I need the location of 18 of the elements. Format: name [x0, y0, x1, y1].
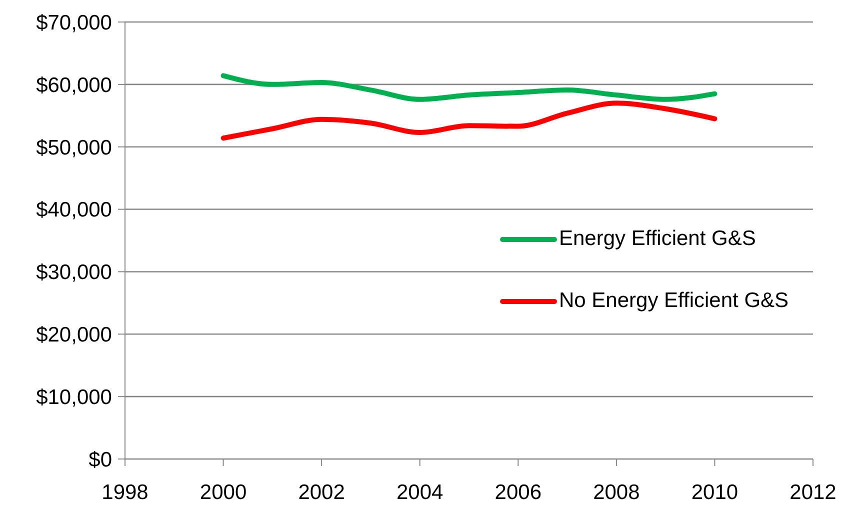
y-tick-label: $50,000 — [36, 136, 112, 160]
x-tick-label: 2002 — [298, 480, 345, 504]
x-tick-label: 2012 — [790, 480, 836, 504]
x-tick-label: 2006 — [494, 480, 542, 504]
y-tick-label: $60,000 — [36, 74, 112, 97]
y-tick-label: $40,000 — [36, 198, 112, 222]
y-tick-label: $70,000 — [36, 11, 112, 34]
x-tick-label: 2000 — [200, 480, 247, 504]
legend-label: Energy Efficient G&S — [559, 226, 756, 252]
x-tick-label: 2010 — [691, 480, 738, 504]
x-tick-label: 2004 — [396, 480, 444, 504]
y-tick-label: $30,000 — [36, 261, 112, 284]
x-tick-label: 2008 — [593, 480, 640, 504]
y-tick-label: $10,000 — [36, 386, 112, 410]
legend-label: No Energy Efficient G&S — [559, 288, 789, 314]
x-tick-label: 1998 — [102, 480, 148, 504]
y-tick-label: $20,000 — [36, 324, 112, 347]
y-tick-label: $0 — [88, 448, 112, 472]
